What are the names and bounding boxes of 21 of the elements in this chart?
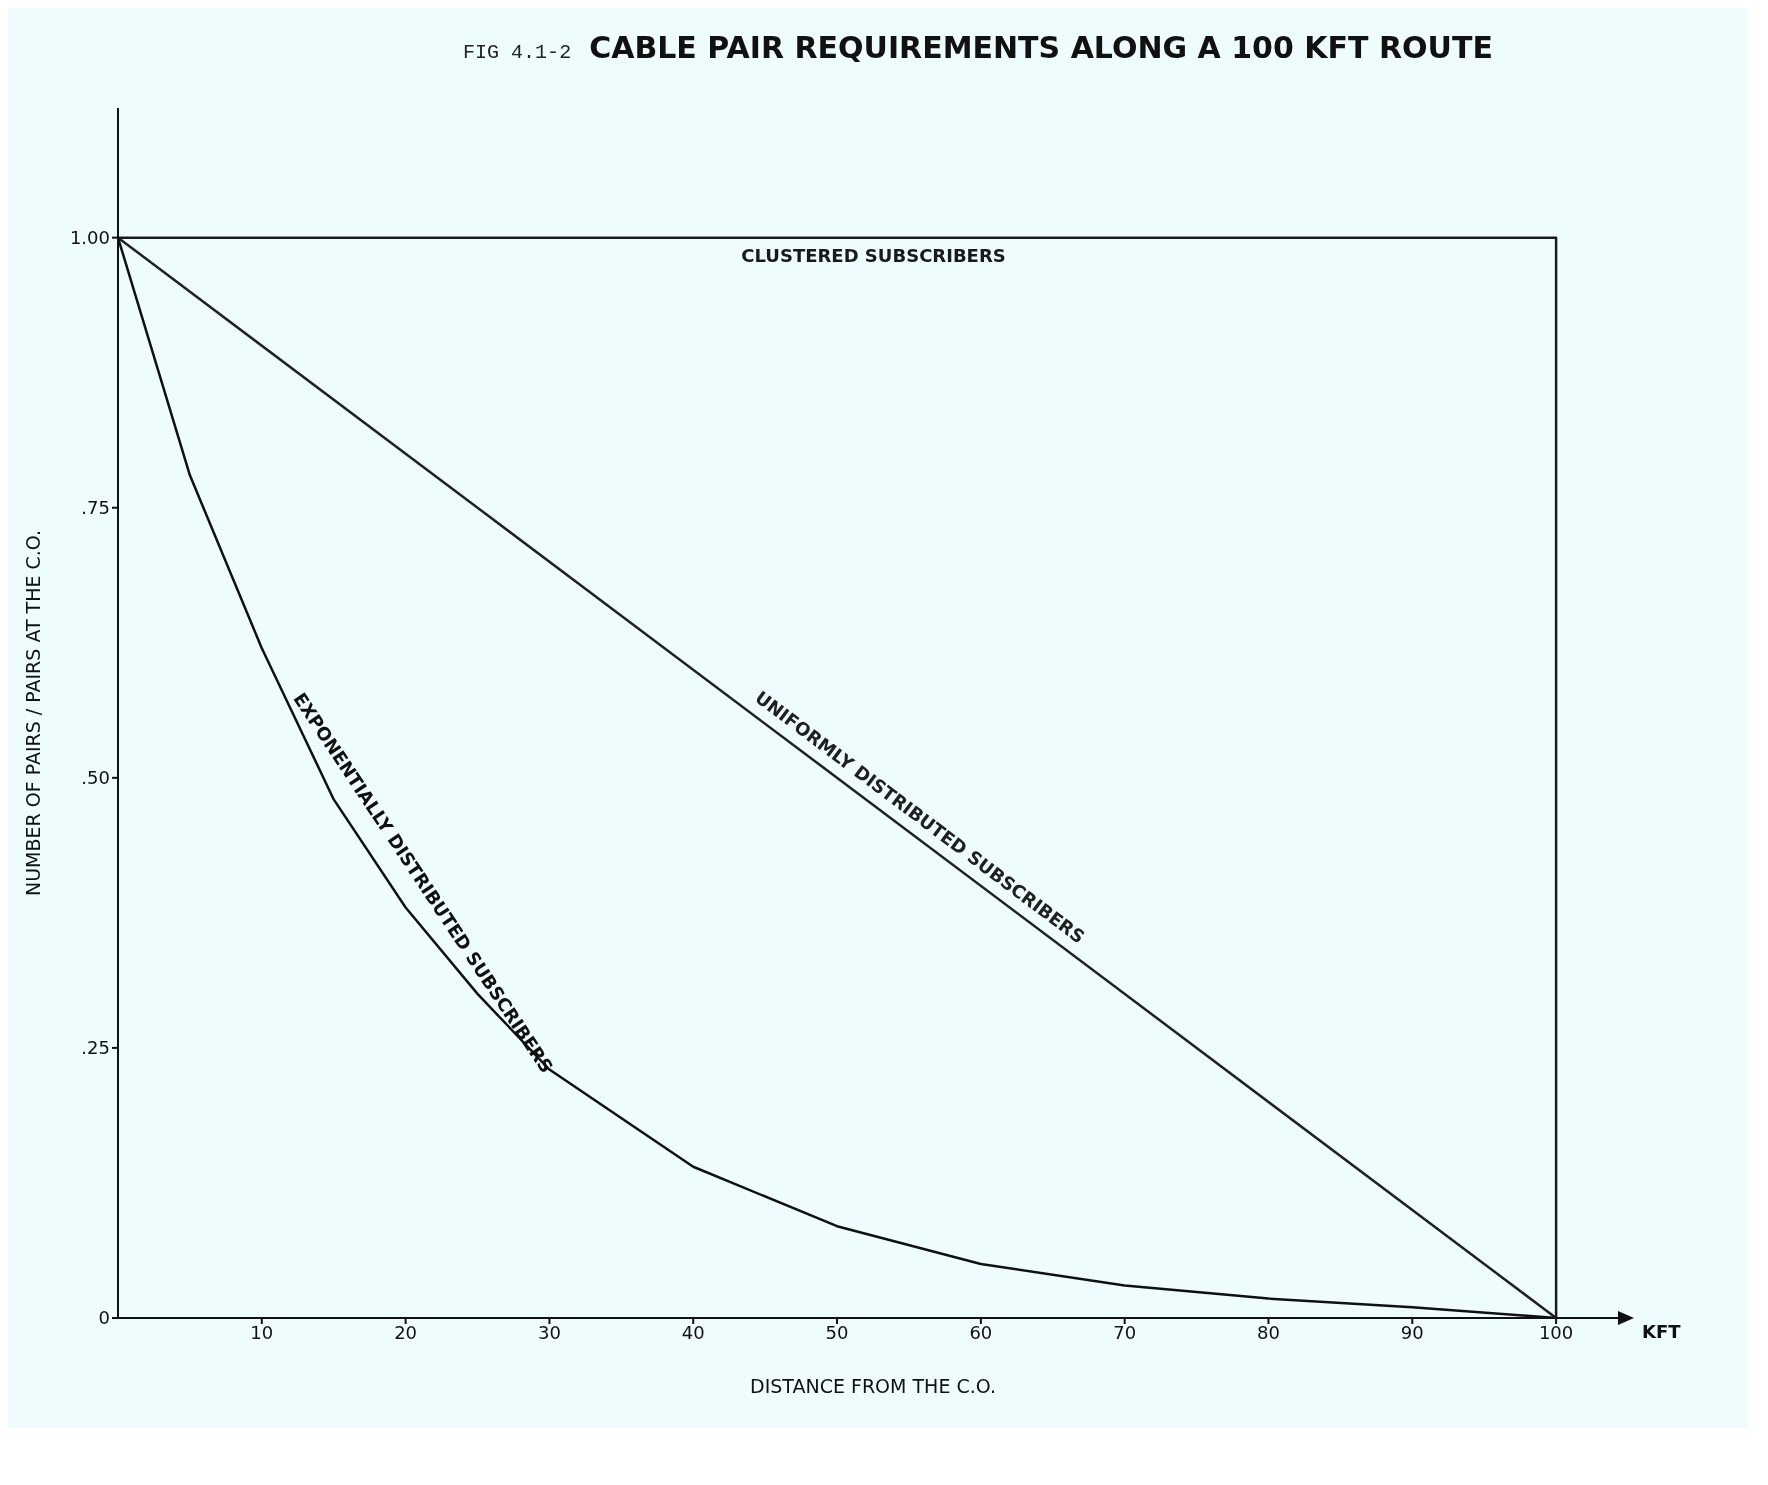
- text: KFT: [1642, 1321, 1682, 1342]
- x-tick-label: 20: [394, 1321, 418, 1343]
- x-tick-label: 50: [825, 1321, 849, 1343]
- x-tick-label: 30: [537, 1321, 561, 1343]
- y-tick-label: .25: [81, 1037, 110, 1059]
- chart-title: CABLE PAIR REQUIREMENTS ALONG A 100 KFT ROUTE: [589, 30, 1493, 65]
- series-label: CLUSTERED SUBSCRIBERS: [741, 244, 1006, 266]
- x-tick-label: 90: [1400, 1321, 1424, 1343]
- y-tick-label: 0: [98, 1307, 110, 1329]
- x-axis-title: DISTANCE FROM THE C.O.: [750, 1375, 996, 1397]
- y-tick-label: 1.00: [69, 227, 110, 249]
- chart-subtitle: FIG 4.1-2: [463, 41, 572, 64]
- x-tick-label: 40: [681, 1321, 705, 1343]
- x-tick-label: 10: [250, 1321, 274, 1343]
- y-axis-title: NUMBER OF PAIRS / PAIRS AT THE C.O.: [21, 529, 44, 897]
- y-tick-label: .50: [81, 767, 110, 789]
- x-tick-label: 80: [1257, 1321, 1280, 1343]
- y-tick-label: .75: [81, 497, 110, 519]
- x-tick-label: 60: [969, 1321, 993, 1343]
- x-tick-label: 100: [1538, 1321, 1574, 1343]
- x-tick-label: 70: [1113, 1321, 1137, 1343]
